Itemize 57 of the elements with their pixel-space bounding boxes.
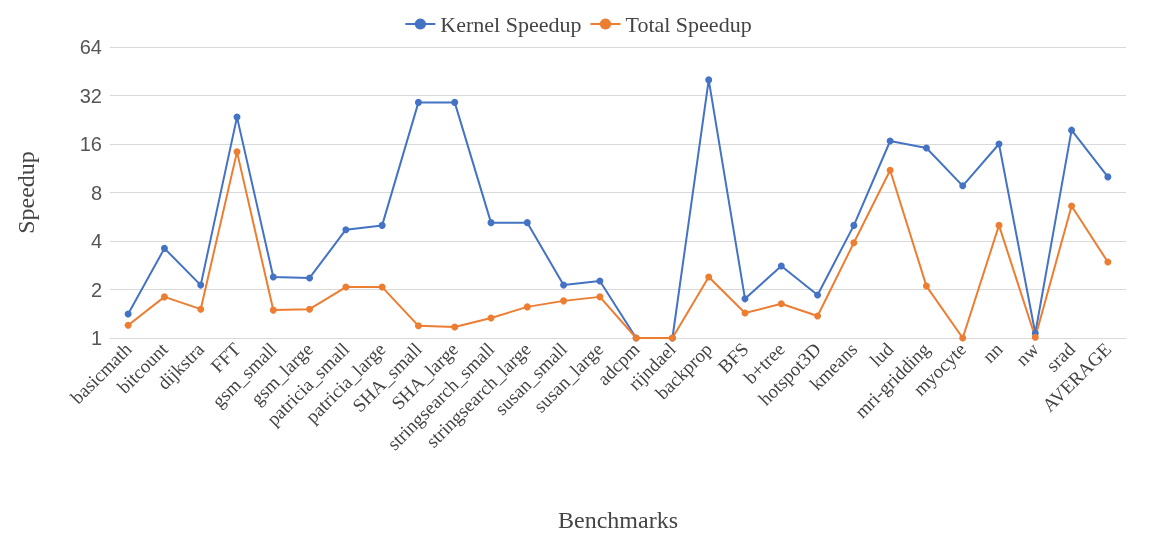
point xyxy=(814,291,822,299)
point xyxy=(451,323,459,331)
point xyxy=(560,281,568,289)
y-tick-label: 4 xyxy=(90,230,102,252)
point xyxy=(1068,202,1076,210)
point xyxy=(523,303,531,311)
point xyxy=(269,273,277,281)
point xyxy=(414,98,422,106)
point xyxy=(596,277,604,285)
point xyxy=(705,76,713,84)
point xyxy=(1031,333,1039,341)
point xyxy=(487,219,495,227)
point xyxy=(342,226,350,234)
point xyxy=(777,262,785,270)
point xyxy=(814,312,822,320)
point xyxy=(850,239,858,247)
x-axis-title: Benchmarks xyxy=(558,507,678,533)
point xyxy=(160,293,168,301)
point xyxy=(850,221,858,229)
point xyxy=(306,305,314,313)
y-tick-label: 2 xyxy=(90,278,102,301)
x-tick-label: nw xyxy=(1011,338,1043,370)
point xyxy=(342,283,350,291)
point xyxy=(886,166,894,174)
point xyxy=(705,273,713,281)
y-tick-label: 64 xyxy=(79,36,102,58)
point xyxy=(995,221,1003,229)
y-tick-label: 16 xyxy=(79,133,102,155)
point xyxy=(124,321,132,329)
point xyxy=(1104,258,1112,266)
point xyxy=(922,282,930,290)
point xyxy=(124,310,132,318)
y-axis-title: Speedup xyxy=(13,151,39,234)
point xyxy=(451,98,459,106)
point xyxy=(1068,126,1076,134)
y-tick-label: 1 xyxy=(90,327,102,349)
point xyxy=(777,300,785,308)
point xyxy=(414,322,422,330)
point xyxy=(959,334,967,342)
point xyxy=(269,306,277,314)
point xyxy=(560,297,568,305)
y-tick-label: 32 xyxy=(79,84,102,107)
x-tick-label: nn xyxy=(978,338,1007,367)
legend-label: Total Speedup xyxy=(625,11,752,37)
point xyxy=(197,305,205,313)
point xyxy=(596,293,604,301)
point xyxy=(959,182,967,190)
point xyxy=(922,144,930,152)
point xyxy=(378,221,386,229)
point xyxy=(160,244,168,252)
point xyxy=(378,283,386,291)
point xyxy=(197,281,205,289)
point xyxy=(306,274,314,282)
point xyxy=(523,219,531,227)
legend-label: Kernel Speedup xyxy=(440,11,582,37)
point xyxy=(1104,173,1112,181)
y-tick-label: 8 xyxy=(90,181,102,204)
